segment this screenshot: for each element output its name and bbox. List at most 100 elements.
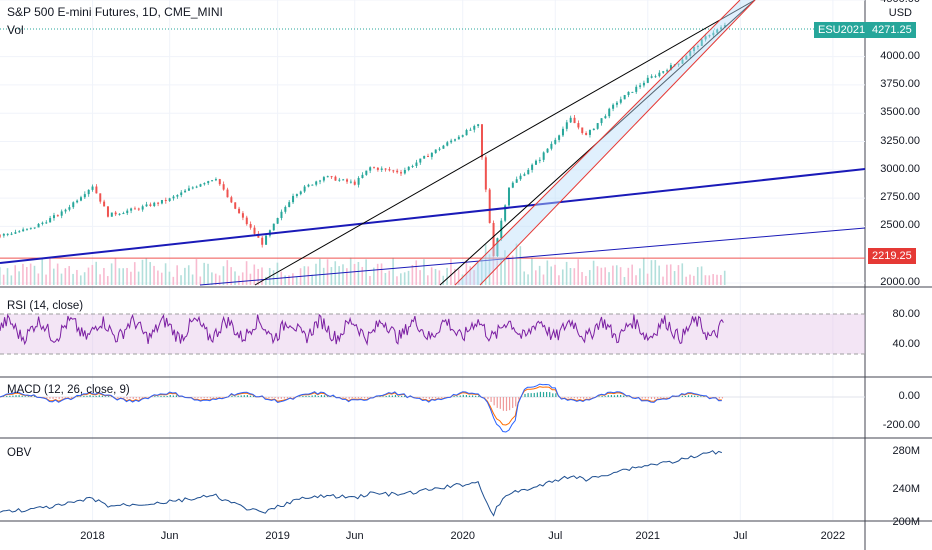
macd-histogram-bar bbox=[524, 393, 526, 397]
candle-body bbox=[423, 156, 426, 159]
volume-bar bbox=[565, 261, 568, 285]
candle-body bbox=[141, 206, 144, 210]
candle-body bbox=[484, 157, 487, 190]
macd-histogram-bar bbox=[52, 397, 54, 399]
candle-body bbox=[33, 227, 36, 229]
candle-body bbox=[477, 124, 480, 126]
volume-bar bbox=[114, 257, 117, 285]
macd-histogram-bar bbox=[302, 395, 304, 397]
macd-histogram-bar bbox=[222, 397, 224, 398]
price-tick-label: 4500.00 bbox=[880, 0, 920, 5]
macd-histogram-bar bbox=[197, 397, 199, 399]
macd-histogram-bar bbox=[357, 397, 360, 399]
candle-body bbox=[103, 201, 106, 207]
candle-body bbox=[218, 179, 221, 185]
candle-body bbox=[230, 197, 233, 203]
candle-body bbox=[349, 181, 352, 183]
candle-body bbox=[419, 158, 422, 163]
macd-histogram-bar bbox=[487, 397, 489, 400]
candle-body bbox=[130, 208, 133, 211]
macd-histogram-bar bbox=[709, 397, 711, 398]
candle-body bbox=[276, 218, 279, 224]
candle-body bbox=[681, 59, 684, 64]
volume-bar bbox=[430, 267, 433, 285]
pane-separators[interactable] bbox=[0, 286, 932, 439]
macd-histogram-bar bbox=[468, 395, 471, 397]
macd-histogram-bar bbox=[663, 397, 665, 398]
candle-body bbox=[238, 208, 241, 214]
volume-bar bbox=[662, 276, 664, 285]
macd-histogram-bar bbox=[601, 395, 603, 397]
candle-body bbox=[438, 148, 441, 150]
volume-bar bbox=[149, 262, 151, 285]
volume-bar bbox=[550, 266, 552, 285]
macd-histogram-bar bbox=[240, 395, 242, 397]
macd-histogram-bar bbox=[391, 395, 393, 397]
macd-histogram-bar bbox=[194, 397, 196, 399]
candle-body bbox=[353, 181, 356, 185]
macd-histogram-bar bbox=[493, 397, 495, 406]
candle-body bbox=[373, 167, 376, 169]
macd-histogram-bar bbox=[277, 397, 279, 400]
volume-bar bbox=[673, 271, 676, 285]
macd-histogram-bar bbox=[607, 395, 609, 397]
candle-body bbox=[511, 182, 514, 188]
candle-body bbox=[319, 180, 322, 182]
volume-bar bbox=[558, 275, 560, 285]
volume-bar bbox=[60, 273, 63, 285]
volume-bar bbox=[249, 273, 252, 285]
candle-body bbox=[118, 213, 121, 215]
macd-histogram-bar bbox=[342, 397, 344, 398]
candle-body bbox=[226, 189, 229, 198]
macd-histogram-bar bbox=[55, 397, 57, 399]
macd-histogram-bar bbox=[620, 394, 622, 397]
volume-bar bbox=[45, 274, 47, 285]
candle-body bbox=[95, 186, 98, 194]
blue-trendline-thin bbox=[199, 227, 866, 286]
price-tick-label: 3250.00 bbox=[880, 134, 920, 147]
macd-histogram-bar bbox=[382, 396, 384, 397]
macd-histogram-bar bbox=[475, 395, 477, 397]
volume-bar bbox=[265, 276, 267, 285]
macd-histogram-bar bbox=[564, 397, 566, 398]
volume-bar bbox=[685, 276, 687, 285]
candle-body bbox=[292, 195, 295, 203]
time-tick-label: 2021 bbox=[635, 530, 661, 542]
volume-bar bbox=[226, 260, 229, 285]
candle-body bbox=[581, 127, 584, 134]
macd-histogram-bar bbox=[459, 395, 461, 397]
candle-body bbox=[365, 170, 368, 175]
price-tick-label: 2500.00 bbox=[880, 219, 920, 232]
candle-body bbox=[720, 27, 723, 30]
macd-histogram-bar bbox=[33, 396, 36, 397]
volume-bar bbox=[64, 268, 67, 285]
candle-body bbox=[415, 162, 418, 166]
macd-histogram-bar bbox=[83, 395, 85, 397]
macd-pane bbox=[0, 383, 865, 433]
volume-bar bbox=[658, 265, 660, 285]
candle-body bbox=[253, 227, 256, 234]
candle-body bbox=[284, 206, 287, 212]
volume-bar bbox=[52, 268, 55, 285]
candle-body bbox=[68, 207, 71, 210]
macd-histogram-bar bbox=[243, 395, 245, 397]
macd-histogram-bar bbox=[697, 395, 699, 397]
volume-bar bbox=[407, 270, 410, 285]
volume-bar bbox=[480, 257, 483, 285]
candle-body bbox=[677, 63, 680, 65]
volume-bar bbox=[708, 275, 711, 285]
macd-histogram-bar bbox=[9, 395, 11, 397]
volume-bar bbox=[164, 263, 167, 285]
macd-histogram-bar bbox=[234, 396, 236, 397]
volume-bar bbox=[392, 257, 394, 285]
volume-bar bbox=[446, 267, 448, 285]
macd-histogram-bar bbox=[246, 395, 248, 397]
candle-body bbox=[577, 123, 580, 128]
chart-title: S&P 500 E-mini Futures, 1D, CME_MINI bbox=[7, 5, 223, 19]
candle-body bbox=[492, 222, 495, 257]
volume-bar bbox=[384, 272, 387, 285]
candle-body bbox=[106, 206, 109, 217]
volume-bar bbox=[511, 255, 514, 285]
